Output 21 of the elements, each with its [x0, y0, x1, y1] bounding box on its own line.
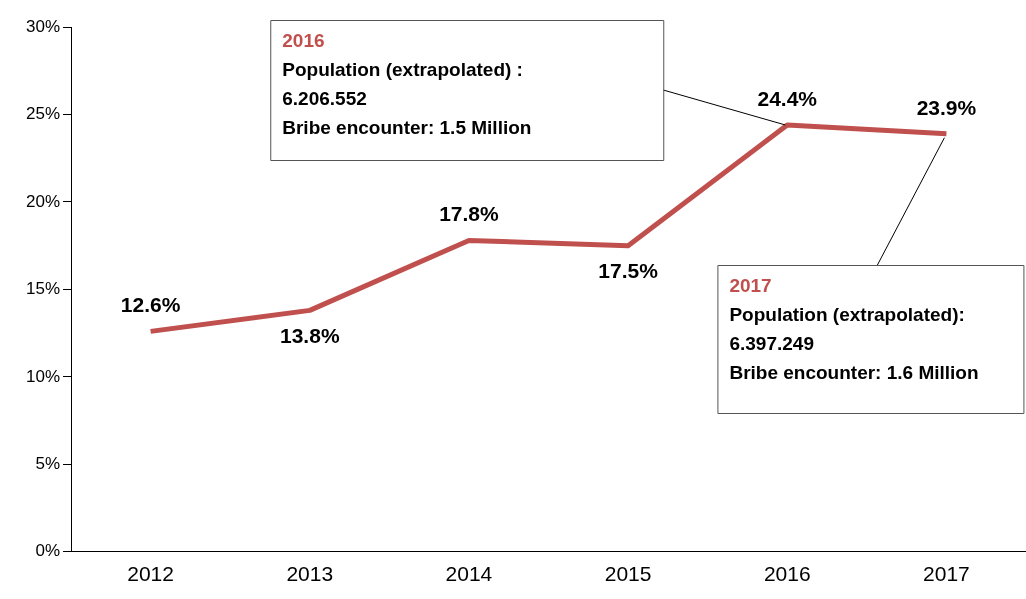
annotation: 2017 Population (extrapolated): 6.397.249 Bribe encounter: 1.6 Million — [729, 274, 979, 383]
y-tick-label: 20% — [25, 191, 61, 211]
data-label: 24.4% — [757, 86, 818, 110]
data-label: 13.8% — [280, 324, 340, 348]
y-tick-label: 25% — [25, 104, 61, 124]
y-tick-label: 10% — [25, 366, 61, 386]
x-tick-label: 2017 — [923, 562, 970, 586]
data-label: 23.9% — [916, 95, 977, 119]
data-label: 17.8% — [439, 202, 500, 226]
y-tick-label: 15% — [25, 279, 61, 299]
x-tick-label: 2015 — [604, 562, 652, 586]
y-tick-label: 30% — [25, 16, 61, 36]
data-label: 17.5% — [598, 259, 659, 283]
y-tick-label: 5% — [35, 454, 61, 474]
data-label: 12.6% — [120, 293, 181, 317]
annotation: 2016 Population (extrapolated) : 6.206.552 Bribe encounter: 1.5 Million — [282, 29, 532, 138]
x-tick-label: 2012 — [127, 562, 174, 586]
x-tick-label: 2013 — [286, 562, 334, 586]
y-tick-label: 0% — [35, 541, 61, 561]
x-tick-label: 2016 — [763, 562, 811, 586]
x-tick-label: 2014 — [445, 562, 493, 586]
